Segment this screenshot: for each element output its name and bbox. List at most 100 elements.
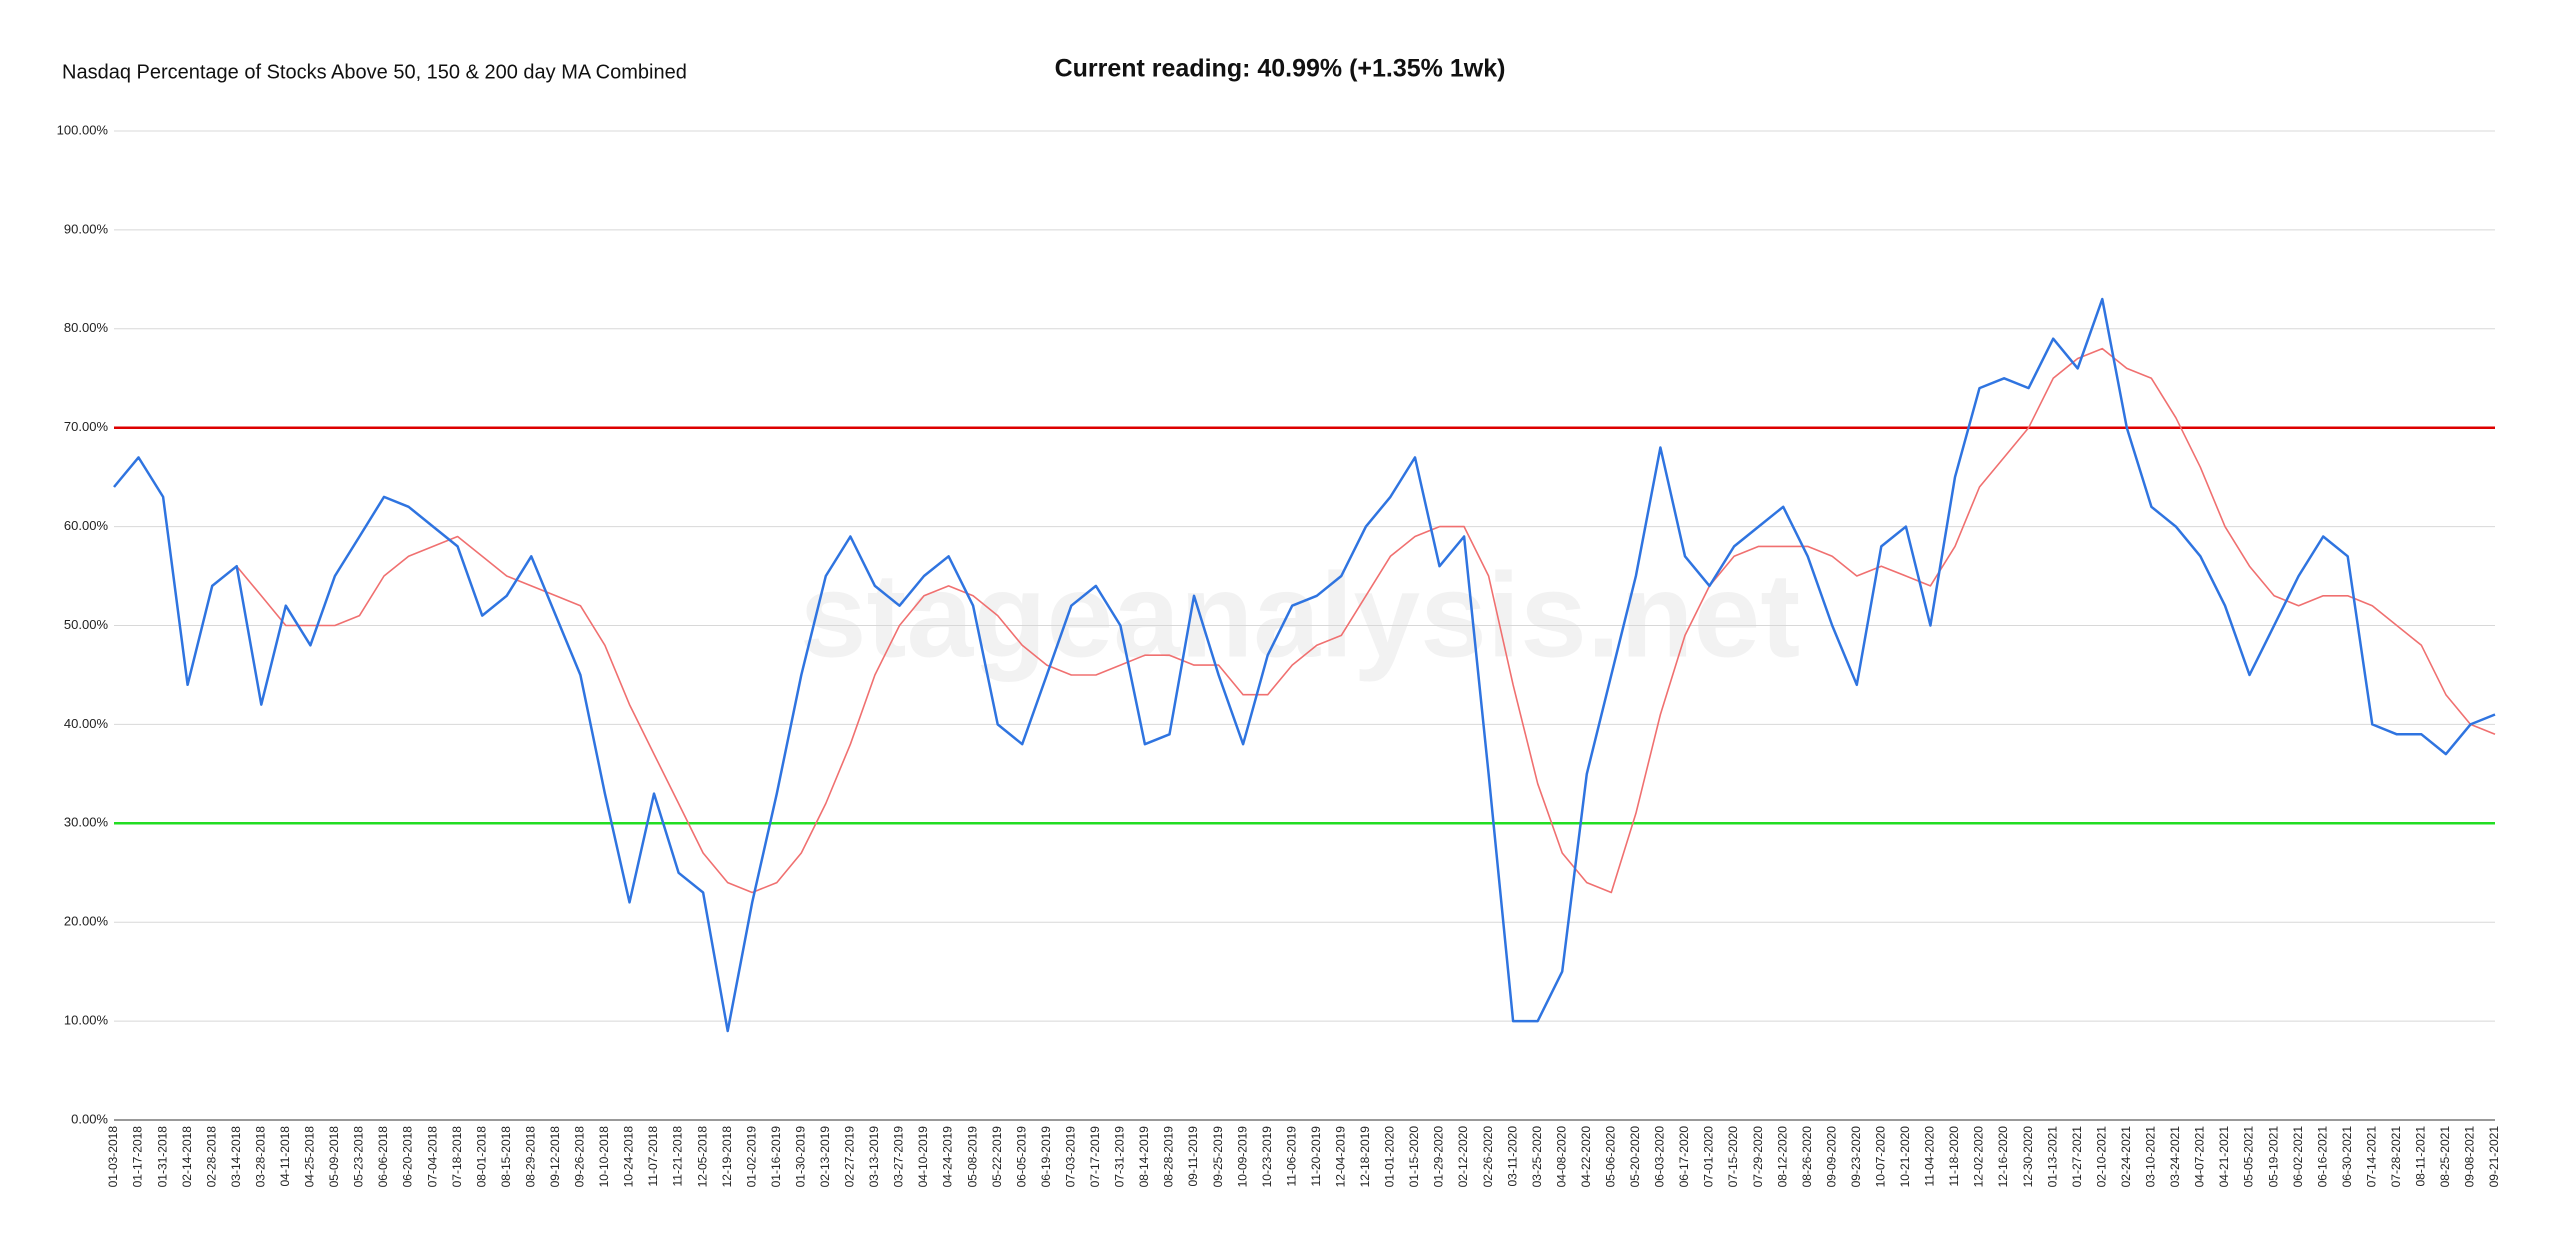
x-tick-label: 05-19-2021	[2266, 1126, 2280, 1188]
x-tick-label: 09-09-2020	[1824, 1126, 1838, 1188]
x-tick-label: 07-28-2021	[2389, 1126, 2403, 1188]
y-tick-label: 90.00%	[64, 221, 109, 236]
x-tick-label: 03-14-2018	[229, 1126, 243, 1188]
x-tick-label: 12-30-2020	[2021, 1126, 2035, 1188]
x-tick-label: 04-25-2018	[303, 1126, 317, 1188]
x-tick-label: 09-11-2019	[1186, 1126, 1200, 1187]
x-tick-label: 01-29-2020	[1432, 1126, 1446, 1188]
x-tick-label: 04-10-2019	[916, 1126, 930, 1188]
x-tick-label: 01-03-2018	[106, 1126, 120, 1188]
y-tick-label: 50.00%	[64, 617, 109, 632]
x-tick-label: 06-05-2019	[1014, 1126, 1028, 1188]
x-tick-label: 03-25-2020	[1530, 1126, 1544, 1188]
x-tick-label: 04-08-2020	[1554, 1126, 1568, 1188]
x-tick-label: 02-24-2021	[2119, 1126, 2133, 1188]
x-tick-label: 05-09-2018	[327, 1126, 341, 1188]
x-tick-label: 03-11-2020	[1505, 1126, 1519, 1187]
x-tick-label: 06-17-2020	[1677, 1126, 1691, 1188]
x-tick-label: 05-08-2019	[965, 1126, 979, 1188]
x-tick-label: 09-12-2018	[548, 1126, 562, 1188]
x-tick-label: 04-07-2021	[2193, 1126, 2207, 1188]
x-tick-label: 12-05-2018	[695, 1126, 709, 1188]
x-tick-label: 01-15-2020	[1407, 1126, 1421, 1188]
x-tick-label: 07-18-2018	[450, 1126, 464, 1188]
x-tick-label: 04-24-2019	[941, 1126, 955, 1188]
x-tick-label: 07-31-2019	[1113, 1126, 1127, 1188]
x-tick-label: 01-01-2020	[1383, 1126, 1397, 1188]
y-tick-label: 60.00%	[64, 518, 109, 533]
x-tick-label: 02-14-2018	[180, 1126, 194, 1188]
x-tick-label: 01-27-2021	[2070, 1126, 2084, 1188]
x-tick-label: 05-05-2021	[2242, 1126, 2256, 1188]
x-tick-label: 11-07-2018	[646, 1126, 660, 1187]
x-tick-label: 02-12-2020	[1456, 1126, 1470, 1188]
x-tick-label: 02-27-2019	[843, 1126, 857, 1188]
x-tick-label: 08-26-2020	[1800, 1126, 1814, 1188]
x-tick-label: 02-28-2018	[204, 1126, 218, 1188]
x-tick-label: 06-02-2021	[2291, 1126, 2305, 1188]
x-tick-label: 06-16-2021	[2315, 1126, 2329, 1188]
x-tick-label: 02-26-2020	[1481, 1126, 1495, 1188]
x-tick-label: 08-25-2021	[2438, 1126, 2452, 1188]
x-tick-label: 06-19-2019	[1039, 1126, 1053, 1188]
y-tick-label: 20.00%	[64, 914, 109, 929]
x-tick-label: 10-07-2020	[1874, 1126, 1888, 1188]
x-tick-label: 02-13-2019	[818, 1126, 832, 1188]
x-tick-label: 12-02-2020	[1972, 1126, 1986, 1188]
x-tick-label: 07-29-2020	[1751, 1126, 1765, 1188]
x-tick-label: 07-01-2020	[1702, 1126, 1716, 1188]
x-tick-label: 09-08-2021	[2463, 1126, 2477, 1188]
x-tick-label: 01-31-2018	[155, 1126, 169, 1188]
x-tick-label: 06-20-2018	[401, 1126, 415, 1188]
x-tick-label: 10-21-2020	[1898, 1126, 1912, 1188]
x-tick-label: 03-24-2021	[2168, 1126, 2182, 1188]
x-tick-label: 11-04-2020	[1923, 1126, 1937, 1187]
x-tick-label: 06-03-2020	[1653, 1126, 1667, 1188]
x-tick-label: 12-19-2018	[720, 1126, 734, 1188]
x-tick-label: 07-14-2021	[2364, 1126, 2378, 1188]
x-tick-label: 11-18-2020	[1947, 1126, 1961, 1187]
x-tick-label: 03-10-2021	[2144, 1126, 2158, 1188]
x-tick-label: 03-13-2019	[867, 1126, 881, 1188]
x-tick-label: 01-30-2019	[793, 1126, 807, 1188]
x-tick-label: 01-02-2019	[744, 1126, 758, 1188]
chart-title: Nasdaq Percentage of Stocks Above 50, 15…	[62, 61, 687, 83]
x-tick-label: 12-04-2019	[1333, 1126, 1347, 1188]
x-tick-label: 04-11-2018	[278, 1126, 292, 1187]
x-tick-label: 05-20-2020	[1628, 1126, 1642, 1188]
x-tick-label: 09-26-2018	[573, 1126, 587, 1188]
x-tick-label: 08-15-2018	[499, 1126, 513, 1188]
x-tick-label: 01-16-2019	[769, 1126, 783, 1188]
y-tick-label: 40.00%	[64, 716, 109, 731]
x-tick-label: 08-01-2018	[474, 1126, 488, 1188]
x-tick-label: 07-17-2019	[1088, 1126, 1102, 1188]
x-tick-label: 12-16-2020	[1996, 1126, 2010, 1188]
x-tick-label: 10-24-2018	[622, 1126, 636, 1188]
y-tick-label: 30.00%	[64, 815, 109, 830]
x-tick-label: 09-25-2019	[1211, 1126, 1225, 1188]
x-tick-label: 01-13-2021	[2045, 1126, 2059, 1188]
x-tick-label: 03-27-2019	[892, 1126, 906, 1188]
x-tick-label: 06-06-2018	[376, 1126, 390, 1188]
y-tick-label: 0.00%	[71, 1111, 108, 1126]
x-tick-label: 12-18-2019	[1358, 1126, 1372, 1188]
y-tick-label: 10.00%	[64, 1013, 109, 1028]
x-tick-label: 08-29-2018	[523, 1126, 537, 1188]
x-tick-label: 08-12-2020	[1775, 1126, 1789, 1188]
data-line	[236, 347, 2496, 894]
x-tick-label: 07-15-2020	[1726, 1126, 1740, 1188]
x-tick-label: 07-04-2018	[425, 1126, 439, 1188]
x-tick-label: 01-17-2018	[131, 1126, 145, 1188]
x-tick-label: 08-28-2019	[1162, 1126, 1176, 1188]
x-tick-label: 07-03-2019	[1063, 1126, 1077, 1188]
chart-subtitle: Current reading: 40.99% (+1.35% 1wk)	[1055, 55, 1506, 83]
x-tick-label: 08-14-2019	[1137, 1126, 1151, 1188]
y-tick-label: 70.00%	[64, 419, 109, 434]
x-tick-label: 04-22-2020	[1579, 1126, 1593, 1188]
x-tick-label: 05-23-2018	[352, 1126, 366, 1188]
x-tick-label: 06-30-2021	[2340, 1126, 2354, 1188]
x-tick-label: 03-28-2018	[253, 1126, 267, 1188]
x-tick-label: 10-23-2019	[1260, 1126, 1274, 1188]
x-tick-label: 11-06-2019	[1284, 1126, 1298, 1187]
